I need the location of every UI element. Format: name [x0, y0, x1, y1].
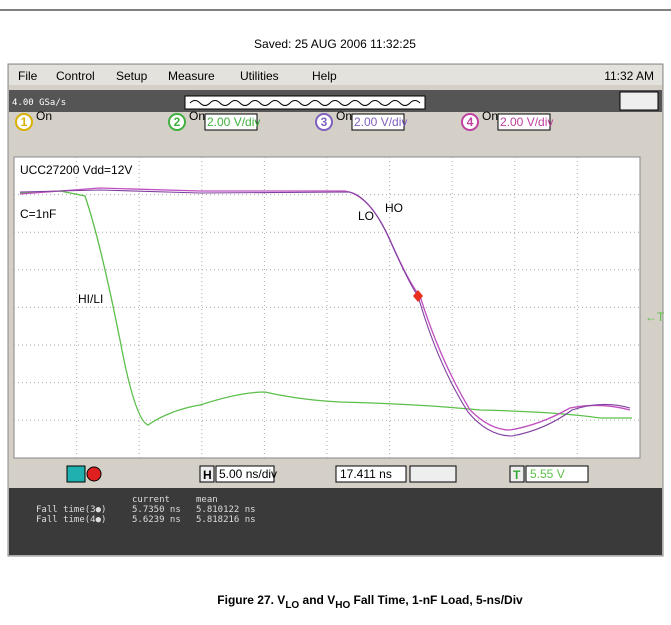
channel-scale: 2.00 V/div: [207, 115, 260, 129]
trigger-level: 5.55 V: [530, 467, 565, 481]
channel-state: On: [482, 109, 498, 123]
channel-number: 4: [467, 115, 474, 129]
menu-item: Help: [312, 69, 337, 83]
measure-header: mean: [196, 495, 218, 505]
color-button[interactable]: [66, 465, 86, 483]
scale-box: [204, 113, 258, 131]
channel-state: On: [189, 109, 205, 123]
channel-row: 1 On 2 On 2.00 V/div 3 On 2.00 V/div 4 On 2.00 V/d…: [15, 109, 553, 131]
menu-bar: [9, 65, 662, 85]
menu-item: File: [18, 69, 38, 83]
channel-badge: [168, 113, 186, 131]
channel-badge: [461, 113, 479, 131]
marker: [413, 290, 423, 302]
channel-state: On: [36, 109, 52, 123]
t-box[interactable]: [509, 465, 525, 483]
trigger-marker: ←T: [645, 310, 665, 324]
menu-item: Control: [56, 69, 95, 83]
caption-part: Figure 27. V: [217, 593, 285, 607]
measurement-panel: [9, 488, 662, 555]
measure-cell: 5.810122 ns: [196, 505, 256, 515]
caption-part: and V: [299, 593, 335, 607]
input-label: HI/LI: [78, 292, 103, 306]
menu-item: Measure: [168, 69, 215, 83]
scale-box: [497, 113, 551, 131]
caption-part: HO: [335, 600, 350, 611]
lo-trace: [19, 189, 631, 437]
h-label: H: [203, 468, 212, 482]
input-trace: [19, 190, 632, 426]
run-button[interactable]: [619, 91, 659, 111]
channel-scale: 2.00 V/div: [354, 115, 407, 129]
lo-label: LO: [358, 209, 374, 223]
sample-rate: 4.00 GSa/s: [12, 98, 66, 108]
trigger-box[interactable]: [525, 465, 589, 483]
clock: 11:32 AM: [604, 69, 654, 83]
memory-bar: [184, 95, 426, 110]
measure-cell: Fall time(4●): [36, 515, 106, 525]
delay-box[interactable]: [335, 465, 407, 483]
measure-cell: 5.7350 ns: [132, 505, 181, 515]
delay: 17.411 ns: [340, 467, 392, 481]
channel-badge: [15, 113, 33, 131]
measure-cell: Fall time(3●): [36, 505, 106, 515]
channel-number: 1: [21, 115, 28, 129]
measure-cell: 5.818216 ns: [196, 515, 256, 525]
ho-label: HO: [385, 201, 403, 215]
menu-item: Setup: [116, 69, 148, 83]
h-box[interactable]: [199, 465, 215, 483]
caption-part: LO: [285, 600, 299, 611]
menu: File Control Setup Measure Utilities Help: [18, 69, 337, 83]
timebase-box[interactable]: [215, 465, 275, 483]
channel-state: On: [336, 109, 352, 123]
load-label: C=1nF: [20, 207, 56, 221]
caption-part: Fall Time, 1-nF Load, 5-ns/Div: [350, 593, 523, 607]
channel-badge: [315, 113, 333, 131]
t-label: T: [513, 468, 521, 482]
record-button[interactable]: [86, 466, 102, 482]
measure-cell: 5.6239 ns: [132, 515, 181, 525]
caption: Figure 27. VLO and VHO Fall Time, 1-nF L…: [217, 593, 523, 611]
timebase: 5.00 ns/div: [219, 467, 277, 481]
menu-item: Utilities: [240, 69, 279, 83]
measure-header: current: [132, 495, 170, 505]
memory-wave: [189, 100, 421, 106]
scale-box: [351, 113, 405, 131]
delay-stepper[interactable]: [409, 465, 457, 483]
grid: [14, 157, 640, 458]
channel-number: 3: [321, 115, 328, 129]
channel-scale: 2.00 V/div: [500, 115, 553, 129]
channel-number: 2: [174, 115, 181, 129]
measurements: current mean Fall time(3●) 5.7350 ns 5.81012…: [36, 495, 256, 525]
trace-title: UCC27200 Vdd=12V: [20, 163, 132, 177]
saved: Saved: 25 AUG 2006 11:32:25: [254, 37, 416, 51]
